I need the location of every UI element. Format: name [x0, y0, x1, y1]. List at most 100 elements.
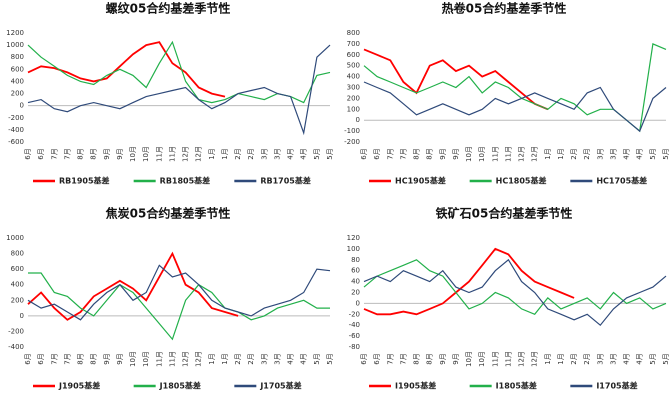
y-tick-label: 60 — [351, 267, 360, 275]
x-tick-label: 6月 — [37, 353, 45, 364]
x-tick-label: 9月 — [103, 353, 111, 364]
x-tick-label: 10月 — [142, 351, 150, 367]
x-tick-label: 9月 — [452, 148, 460, 159]
x-tick-label: 4月 — [623, 148, 631, 159]
x-tick-label: 11月 — [168, 351, 176, 367]
legend-label: HC1905基差 — [395, 176, 446, 186]
x-tick-label: 3月 — [609, 353, 617, 364]
x-tick-label: 3月 — [609, 148, 617, 159]
x-tick-label: 7月 — [50, 148, 58, 159]
x-tick-label: 12月 — [182, 146, 190, 162]
x-tick-label: 5月 — [326, 353, 334, 364]
x-tick-label: 9月 — [452, 353, 460, 364]
y-tick-label: 400 — [11, 281, 24, 289]
x-tick-label: 6月 — [24, 353, 32, 364]
x-tick-label: 6月 — [360, 353, 368, 364]
legend-label: I1805基差 — [496, 381, 537, 391]
x-tick-label: 11月 — [504, 146, 512, 162]
x-tick-label: 10月 — [129, 351, 137, 367]
x-tick-label: 3月 — [596, 148, 604, 159]
x-tick-label: 4月 — [636, 353, 644, 364]
x-tick-label: 5月 — [326, 148, 334, 159]
series-line — [363, 81, 667, 133]
y-tick-label: 500 — [347, 62, 360, 70]
chart-title: 螺纹05合约基差季节性 — [106, 1, 231, 16]
x-tick-label: 7月 — [399, 148, 407, 159]
y-tick-label: 100 — [347, 245, 360, 253]
x-tick-label: 6月 — [360, 148, 368, 159]
y-tick-label: 600 — [11, 265, 24, 273]
x-tick-label: 10月 — [129, 146, 137, 162]
y-tick-label: -400 — [8, 126, 24, 134]
series-line — [27, 44, 331, 136]
series-line — [27, 40, 331, 104]
x-tick-label: 3月 — [596, 353, 604, 364]
x-tick-label: 6月 — [373, 148, 381, 159]
x-tick-label: 1月 — [544, 148, 552, 159]
y-tick-label: 0 — [356, 116, 360, 124]
chart-title: 焦炭05合约基差季节性 — [105, 206, 231, 221]
y-tick-label: -80 — [349, 343, 360, 351]
x-tick-label: 11月 — [168, 146, 176, 162]
x-tick-label: 11月 — [491, 146, 499, 162]
y-tick-label: 80 — [351, 256, 360, 264]
legend-label: RB1705基差 — [260, 176, 311, 186]
series-line — [28, 272, 330, 341]
x-tick-label: 8月 — [426, 148, 434, 159]
x-tick-label: 2月 — [583, 148, 591, 159]
y-tick-label: -400 — [8, 343, 24, 351]
x-tick-label: 2月 — [247, 148, 255, 159]
y-tick-label: 100 — [347, 105, 360, 113]
x-tick-label: 4月 — [287, 353, 295, 364]
y-tick-label: 200 — [11, 296, 24, 304]
y-tick-label: -200 — [8, 114, 24, 122]
series-line — [363, 258, 667, 327]
x-tick-label: 4月 — [300, 353, 308, 364]
x-tick-label: 1月 — [221, 353, 229, 364]
y-tick-label: 1200 — [6, 29, 24, 37]
legend-label: HC1805基差 — [496, 176, 547, 186]
series-line — [27, 251, 239, 321]
x-tick-label: 10月 — [465, 146, 473, 162]
x-tick-label: 4月 — [287, 148, 295, 159]
x-tick-label: 11月 — [491, 351, 499, 367]
x-tick-label: 6月 — [24, 148, 32, 159]
x-tick-label: 1月 — [544, 353, 552, 364]
y-tick-label: -200 — [8, 327, 24, 335]
x-tick-label: 12月 — [531, 351, 539, 367]
x-tick-label: 10月 — [142, 146, 150, 162]
x-tick-label: 1月 — [208, 148, 216, 159]
x-tick-label: 11月 — [155, 351, 163, 367]
x-tick-label: 9月 — [439, 353, 447, 364]
x-tick-label: 11月 — [155, 146, 163, 162]
series-line — [363, 259, 667, 316]
x-tick-label: 1月 — [557, 148, 565, 159]
y-tick-label: -100 — [344, 127, 360, 135]
y-tick-label: 800 — [347, 29, 360, 37]
x-tick-label: 8月 — [77, 353, 85, 364]
x-tick-label: 3月 — [260, 353, 268, 364]
y-tick-label: 600 — [347, 51, 360, 59]
y-tick-label: 120 — [347, 234, 360, 242]
y-tick-label: -600 — [8, 138, 24, 146]
series-line — [27, 264, 331, 321]
y-tick-label: 1000 — [6, 41, 24, 49]
x-tick-label: 8月 — [413, 353, 421, 364]
y-tick-label: -20 — [349, 310, 360, 318]
x-tick-label: 4月 — [300, 148, 308, 159]
y-tick-label: 20 — [351, 289, 360, 297]
x-tick-label: 7月 — [399, 353, 407, 364]
legend-label: I1705基差 — [596, 381, 637, 391]
y-tick-label: 0 — [356, 299, 360, 307]
y-tick-label: 300 — [347, 84, 360, 92]
x-tick-label: 2月 — [234, 148, 242, 159]
legend-label: J1805基差 — [159, 381, 201, 391]
x-tick-label: 9月 — [103, 148, 111, 159]
x-tick-label: 5月 — [662, 148, 670, 159]
legend-label: I1905基差 — [395, 381, 436, 391]
y-tick-label: 40 — [351, 278, 360, 286]
x-tick-label: 12月 — [531, 146, 539, 162]
x-tick-label: 1月 — [208, 353, 216, 364]
x-tick-label: 5月 — [313, 148, 321, 159]
